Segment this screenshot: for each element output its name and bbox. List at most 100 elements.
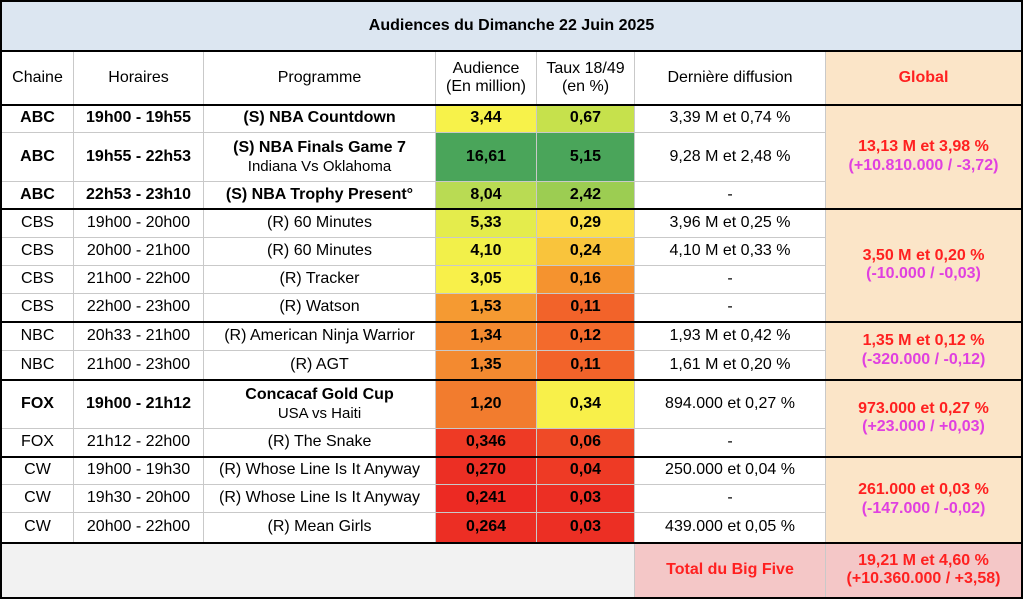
total-main: 19,21 M et 4,60 %	[858, 551, 989, 569]
cell-taux: 2,42	[537, 182, 635, 209]
cell-audience: 1,35	[436, 351, 537, 380]
cell-derniere: -	[635, 294, 826, 322]
cell-chaine: CW	[2, 513, 74, 543]
cell-audience: 3,05	[436, 266, 537, 294]
group-separator	[2, 321, 1021, 323]
cell-derniere: -	[635, 485, 826, 513]
cell-derniere: 250.000 et 0,04 %	[635, 457, 826, 485]
total-value: 19,21 M et 4,60 % (+10.360.000 / +3,58)	[826, 543, 1021, 597]
cell-derniere: 1,61 M et 0,20 %	[635, 351, 826, 380]
cell-programme: (R) Whose Line Is It Anyway	[204, 485, 436, 513]
global-main: 3,50 M et 0,20 %	[862, 246, 985, 264]
cell-chaine: NBC	[2, 322, 74, 351]
cell-taux: 0,24	[537, 238, 635, 266]
cell-derniere: 3,96 M et 0,25 %	[635, 209, 826, 238]
header-audience-line1: Audience	[452, 59, 520, 77]
cell-programme: (S) NBA Trophy Present°	[204, 182, 436, 209]
cell-audience: 4,10	[436, 238, 537, 266]
cell-horaires: 19h00 - 19h30	[74, 457, 204, 485]
global-sub: (+23.000 / +0,03)	[862, 418, 985, 435]
cell-chaine: FOX	[2, 380, 74, 429]
cell-audience: 1,20	[436, 380, 537, 429]
cell-chaine: CW	[2, 457, 74, 485]
global-cell: 13,13 M et 3,98 % (+10.810.000 / -3,72)	[826, 105, 1021, 209]
global-cell: 973.000 et 0,27 % (+23.000 / +0,03)	[826, 380, 1021, 457]
cell-derniere: 894.000 et 0,27 %	[635, 380, 826, 429]
cell-chaine: FOX	[2, 429, 74, 457]
cell-programme: (R) American Ninja Warrior	[204, 322, 436, 351]
header-derniere: Dernière diffusion	[635, 52, 826, 105]
global-main: 13,13 M et 3,98 %	[858, 138, 989, 156]
cell-programme: (R) 60 Minutes	[204, 238, 436, 266]
global-cell: 1,35 M et 0,12 % (-320.000 / -0,12)	[826, 322, 1021, 380]
cell-programme: (R) The Snake	[204, 429, 436, 457]
global-sub: (-147.000 / -0,02)	[861, 499, 986, 517]
header-audience-line2: (En million)	[445, 78, 526, 95]
cell-audience: 0,241	[436, 485, 537, 513]
cell-chaine: ABC	[2, 133, 74, 182]
total-label: Total du Big Five	[635, 543, 826, 597]
global-cell: 3,50 M et 0,20 % (-10.000 / -0,03)	[826, 209, 1021, 322]
header-audience: Audience (En million)	[436, 52, 537, 105]
cell-horaires: 19h00 - 21h12	[74, 380, 204, 429]
cell-taux: 0,11	[537, 294, 635, 322]
header-taux-line1: Taux 18/49	[546, 59, 625, 77]
cell-audience: 3,44	[436, 105, 537, 133]
global-cell: 261.000 et 0,03 % (-147.000 / -0,02)	[826, 457, 1021, 543]
cell-chaine: CBS	[2, 266, 74, 294]
group-separator	[2, 104, 1021, 106]
cell-audience: 1,34	[436, 322, 537, 351]
cell-horaires: 21h00 - 23h00	[74, 351, 204, 380]
table-title: Audiences du Dimanche 22 Juin 2025	[2, 2, 1021, 52]
cell-programme: (S) NBA Finals Game 7 Indiana Vs Oklahoma	[204, 133, 436, 182]
cell-chaine: NBC	[2, 351, 74, 380]
cell-horaires: 19h30 - 20h00	[74, 485, 204, 513]
cell-chaine: CBS	[2, 238, 74, 266]
cell-chaine: CBS	[2, 209, 74, 238]
cell-derniere: -	[635, 266, 826, 294]
total-sub: (+10.360.000 / +3,58)	[846, 570, 1001, 587]
cell-chaine: CBS	[2, 294, 74, 322]
group-separator	[2, 379, 1021, 381]
programme-subtitle: Indiana Vs Oklahoma	[247, 157, 392, 175]
cell-horaires: 19h00 - 19h55	[74, 105, 204, 133]
header-global: Global	[826, 52, 1021, 105]
footer-separator	[2, 542, 1021, 544]
cell-horaires: 21h00 - 22h00	[74, 266, 204, 294]
global-sub: (+10.810.000 / -3,72)	[848, 156, 999, 174]
cell-taux: 0,03	[537, 513, 635, 543]
cell-taux: 0,11	[537, 351, 635, 380]
cell-programme: Concacaf Gold Cup USA vs Haiti	[204, 380, 436, 429]
cell-horaires: 22h53 - 23h10	[74, 182, 204, 209]
cell-taux: 0,67	[537, 105, 635, 133]
header-chaine: Chaine	[2, 52, 74, 105]
header-taux-line2: (en %)	[561, 78, 610, 95]
cell-audience: 0,270	[436, 457, 537, 485]
cell-derniere: -	[635, 429, 826, 457]
cell-derniere: -	[635, 182, 826, 209]
cell-programme: (R) Tracker	[204, 266, 436, 294]
global-main: 973.000 et 0,27 %	[858, 399, 989, 417]
cell-audience: 16,61	[436, 133, 537, 182]
cell-derniere: 3,39 M et 0,74 %	[635, 105, 826, 133]
cell-derniere: 4,10 M et 0,33 %	[635, 238, 826, 266]
cell-programme: (S) NBA Countdown	[204, 105, 436, 133]
cell-horaires: 20h33 - 21h00	[74, 322, 204, 351]
cell-programme: (R) Watson	[204, 294, 436, 322]
cell-chaine: CW	[2, 485, 74, 513]
cell-derniere: 439.000 et 0,05 %	[635, 513, 826, 543]
global-sub: (-320.000 / -0,12)	[861, 350, 986, 368]
cell-audience: 0,346	[436, 429, 537, 457]
cell-programme: (R) Whose Line Is It Anyway	[204, 457, 436, 485]
cell-taux: 0,16	[537, 266, 635, 294]
cell-taux: 0,03	[537, 485, 635, 513]
cell-horaires: 19h55 - 22h53	[74, 133, 204, 182]
global-main: 261.000 et 0,03 %	[858, 481, 989, 499]
cell-horaires: 19h00 - 20h00	[74, 209, 204, 238]
cell-horaires: 22h00 - 23h00	[74, 294, 204, 322]
cell-audience: 8,04	[436, 182, 537, 209]
cell-audience: 5,33	[436, 209, 537, 238]
cell-taux: 0,12	[537, 322, 635, 351]
header-horaires: Horaires	[74, 52, 204, 105]
